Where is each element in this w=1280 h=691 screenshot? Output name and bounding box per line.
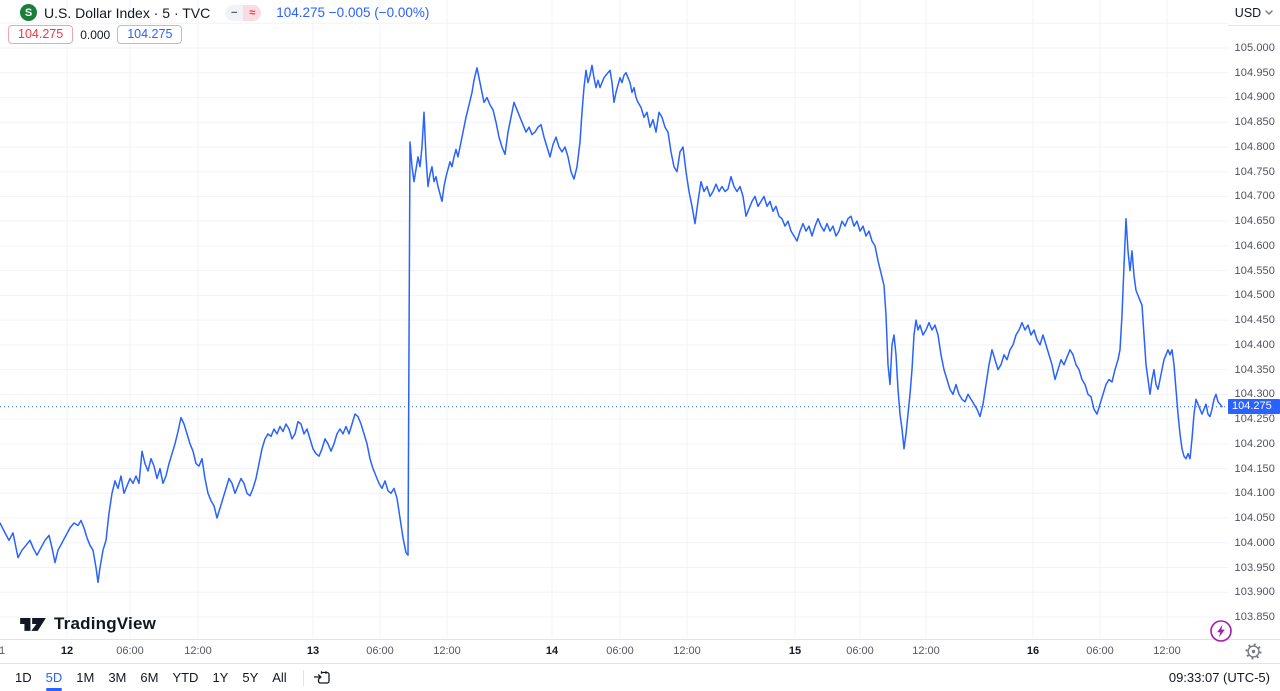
range-button-6m[interactable]: 6M (133, 666, 165, 689)
chevron-down-icon (1265, 10, 1273, 15)
time-tick-label: 12:00 (1153, 645, 1181, 657)
last-price-quote: 104.275 −0.005 (−0.00%) (276, 5, 430, 20)
time-tick-label: 12:00 (673, 645, 701, 657)
time-tick-label: 1 (0, 645, 6, 657)
symbol-title[interactable]: U.S. Dollar Index · 5 · TVC (44, 4, 211, 21)
range-button-ytd[interactable]: YTD (165, 666, 205, 689)
current-price-label: 104.275 (1228, 399, 1280, 415)
go-to-date-button[interactable] (313, 668, 333, 688)
market-status-badges[interactable]: − ≈ (225, 4, 262, 21)
market-status-minus-icon[interactable]: − (225, 4, 244, 21)
price-tick-label: 104.300 (1234, 388, 1275, 401)
price-tick-label: 104.600 (1234, 239, 1275, 252)
price-tick-label: 104.200 (1234, 437, 1275, 450)
scale-settings-gear-icon[interactable] (1245, 643, 1262, 660)
price-tick-label: 104.700 (1234, 190, 1275, 203)
price-tick-label: 104.550 (1234, 264, 1275, 277)
currency-dropdown[interactable]: USD (1228, 0, 1280, 26)
symbol-logo: S (20, 4, 37, 21)
time-tick-label: 06:00 (606, 645, 634, 657)
time-scale[interactable]: 1 12 06:00 12:00 13 06:00 12:00 14 06:00 12:00 15 0… (0, 639, 1280, 664)
time-tick-label: 12:00 (433, 645, 461, 657)
price-tick-label: 104.250 (1234, 413, 1275, 426)
price-tick-label: 104.000 (1234, 536, 1275, 549)
ask-price-box[interactable]: 104.275 (117, 25, 183, 44)
bottom-toolbar: 1D 5D 1M 3M 6M YTD 1Y 5Y All 09:33:07 (UTC-5) (0, 663, 1280, 691)
range-button-1m[interactable]: 1M (69, 666, 101, 689)
range-buttons: 1D 5D 1M 3M 6M YTD 1Y 5Y All (8, 666, 294, 691)
price-tick-label: 104.650 (1234, 215, 1275, 228)
range-button-1d[interactable]: 1D (8, 666, 39, 689)
time-tick-label: 06:00 (1086, 645, 1114, 657)
time-tick-label: 06:00 (846, 645, 874, 657)
lightning-boost-icon (1210, 620, 1232, 642)
time-tick-label: 12:00 (912, 645, 940, 657)
range-button-all[interactable]: All (265, 666, 293, 689)
gear-icon (1245, 643, 1262, 660)
boost-button[interactable] (1209, 619, 1233, 643)
price-tick-label: 104.350 (1234, 363, 1275, 376)
price-tick-label: 104.850 (1234, 116, 1275, 129)
spread-value: 0.000 (80, 27, 111, 42)
price-tick-label: 104.750 (1234, 165, 1275, 178)
price-chart[interactable] (0, 0, 1280, 639)
time-tick-day-label: 15 (788, 645, 802, 657)
range-button-3m[interactable]: 3M (101, 666, 133, 689)
range-button-5y[interactable]: 5Y (235, 666, 265, 689)
price-tick-label: 103.900 (1234, 586, 1275, 599)
price-tick-label: 104.900 (1234, 91, 1275, 104)
price-tick-label: 104.150 (1234, 462, 1275, 475)
price-tick-label: 104.500 (1234, 289, 1275, 302)
toolbar-divider (302, 669, 304, 686)
bid-price-box[interactable]: 104.275 (8, 25, 74, 44)
price-tick-label: 104.450 (1234, 314, 1275, 327)
delayed-data-icon[interactable]: ≈ (243, 4, 262, 21)
price-scale[interactable]: 105.050105.000104.950104.900104.850104.8… (1228, 0, 1280, 639)
price-tick-label: 105.000 (1234, 42, 1275, 54)
range-button-1y[interactable]: 1Y (205, 666, 235, 689)
go-to-date-calendar-icon (314, 671, 330, 684)
time-tick-day-label: 13 (306, 645, 320, 657)
clock-utc[interactable]: 09:33:07 (UTC-5) (1168, 670, 1270, 685)
time-tick-label: 12:00 (184, 645, 212, 657)
currency-value: USD (1234, 5, 1262, 20)
price-tick-label: 104.100 (1234, 487, 1275, 500)
price-line-series (0, 64, 1223, 584)
price-tick-label: 104.950 (1234, 66, 1275, 79)
price-tick-label: 104.800 (1234, 140, 1275, 153)
time-tick-label: 06:00 (366, 645, 394, 657)
bid-ask-row: 104.275 0.000 104.275 (8, 25, 183, 44)
price-tick-label: 103.850 (1234, 611, 1275, 623)
range-button-5d[interactable]: 5D (39, 666, 70, 691)
symbol-header: S U.S. Dollar Index · 5 · TVC − ≈ 104.27… (20, 4, 429, 21)
time-tick-day-label: 14 (545, 645, 559, 657)
time-tick-label: 06:00 (116, 645, 144, 657)
watermark-text: TradingView (54, 614, 157, 633)
price-tick-label: 104.400 (1234, 338, 1275, 351)
tradingview-watermark[interactable]: TradingView (18, 612, 156, 636)
time-tick-day-label: 12 (60, 645, 74, 657)
price-tick-label: 103.950 (1234, 561, 1275, 574)
tradingview-logo-icon (20, 618, 46, 631)
time-tick-day-label: 16 (1026, 645, 1040, 657)
price-tick-label: 104.050 (1234, 512, 1275, 525)
